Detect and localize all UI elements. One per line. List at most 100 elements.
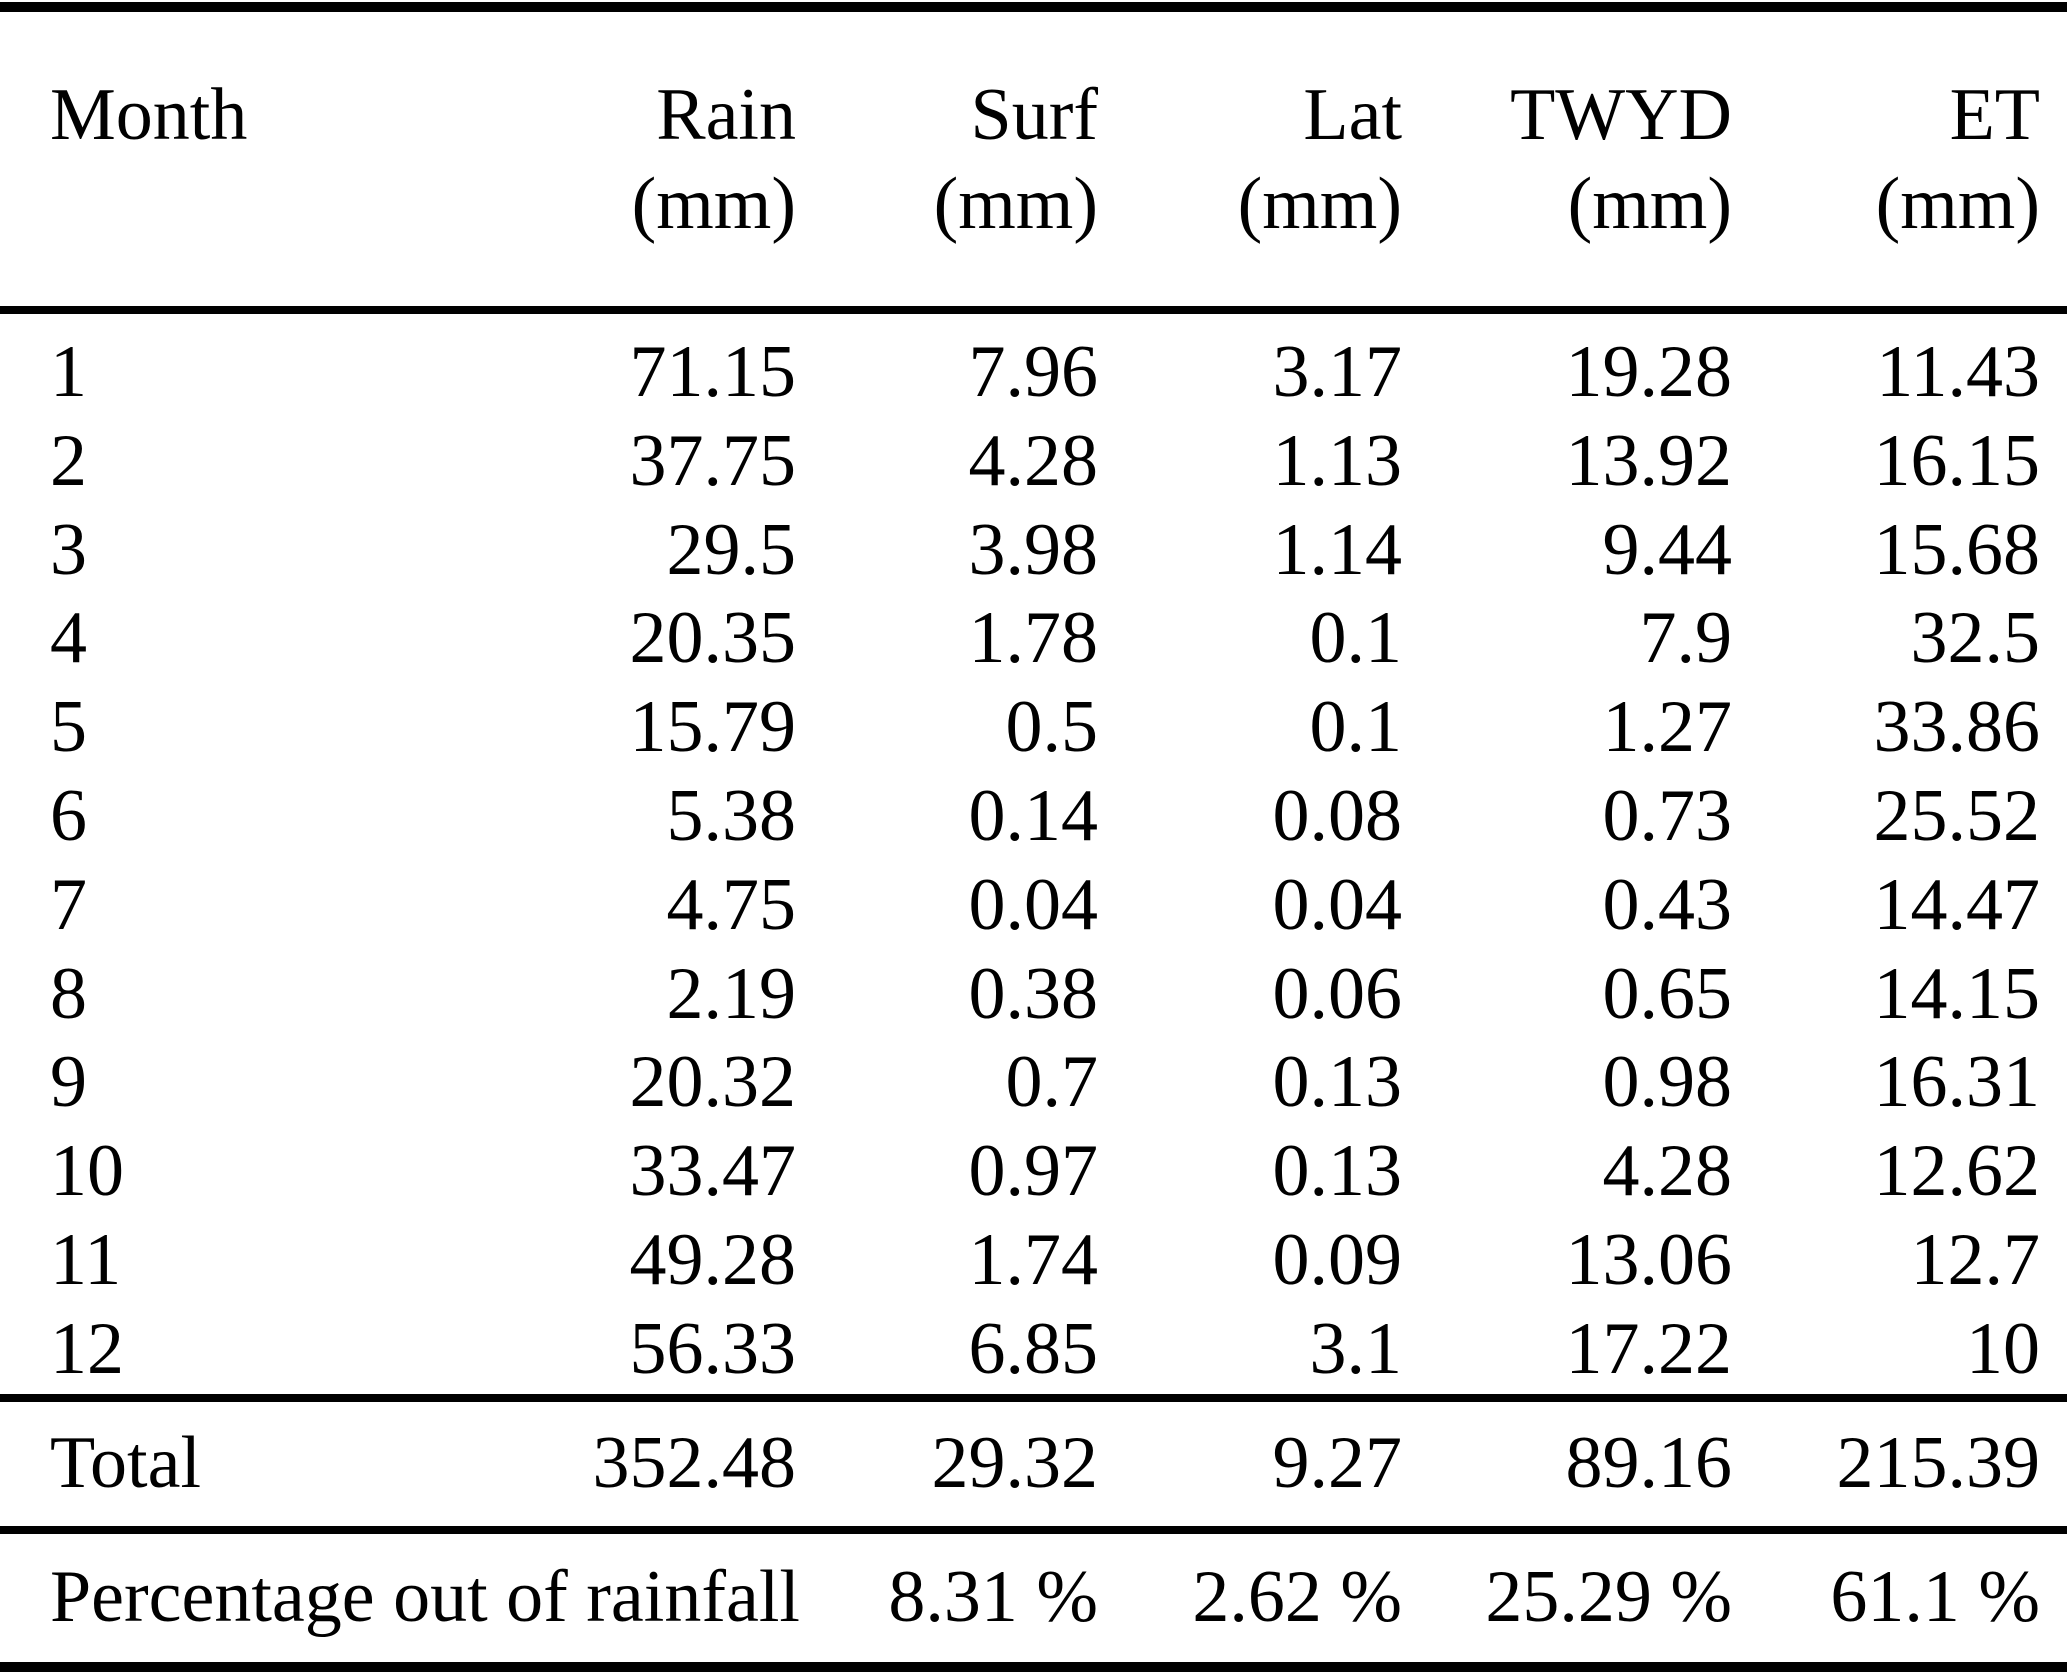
- month-row-10: 10 33.47 0.97 0.13 4.28 12.62: [0, 1127, 2067, 1216]
- column-header-lat: Lat: [1303, 74, 1402, 157]
- monthly-rows: 1 71.15 7.96 3.17 19.28 11.43 2 37.75 4.28 1.13 13…: [0, 310, 2067, 1398]
- lat-cell: 0.1: [1309, 686, 1403, 769]
- rain-cell: 5.38: [666, 774, 797, 857]
- rain-cell: 20.35: [629, 597, 797, 680]
- twyd-cell: 13.92: [1565, 419, 1733, 502]
- percentage-et: 61.1 %: [1732, 1525, 2067, 1667]
- et-cell: 12.7: [1910, 1218, 2041, 1301]
- month-cell: 1: [50, 331, 87, 413]
- lat-cell: 0.1: [1309, 597, 1403, 680]
- total-twyd: 89.16: [1402, 1393, 1732, 1530]
- lat-cell: 0.08: [1272, 774, 1403, 857]
- lat-cell: 0.13: [1272, 1130, 1403, 1213]
- month-row-6: 6 5.38 0.14 0.08 0.73 25.52: [0, 772, 2067, 861]
- twyd-cell: 9.44: [1602, 508, 1733, 591]
- unit-twyd: (mm): [1402, 160, 1732, 314]
- total-surf: 29.32: [796, 1393, 1098, 1530]
- column-header-surf: Surf: [970, 74, 1098, 157]
- et-cell: 15.68: [1873, 508, 2041, 591]
- rain-cell: 71.15: [629, 331, 797, 413]
- month-cell: 7: [50, 863, 87, 946]
- surf-cell: 0.97: [968, 1130, 1099, 1213]
- month-cell: 2: [50, 419, 87, 502]
- rain-cell: 2.19: [666, 952, 797, 1035]
- rain-cell: 29.5: [666, 508, 797, 591]
- et-cell: 25.52: [1873, 774, 2041, 857]
- month-row-12: 12 56.33 6.85 3.1 17.22 10: [0, 1305, 2067, 1398]
- et-cell: 14.15: [1873, 952, 2041, 1035]
- month-row-7: 7 4.75 0.04 0.04 0.43 14.47: [0, 861, 2067, 950]
- column-header-twyd: TWYD: [1510, 74, 1732, 157]
- unit-rain: (mm): [360, 160, 796, 314]
- month-cell: 8: [50, 952, 87, 1035]
- et-cell: 16.15: [1873, 419, 2041, 502]
- et-cell: 14.47: [1873, 863, 2041, 946]
- month-row-1: 1 71.15 7.96 3.17 19.28 11.43: [0, 310, 2067, 417]
- twyd-cell: 7.9: [1639, 597, 1733, 680]
- month-cell: 6: [50, 774, 87, 857]
- surf-cell: 4.28: [968, 419, 1099, 502]
- et-cell: 32.5: [1910, 597, 2041, 680]
- month-cell: 12: [50, 1307, 124, 1390]
- unit-month: [0, 160, 360, 314]
- month-row-3: 3 29.5 3.98 1.14 9.44 15.68: [0, 506, 2067, 595]
- lat-cell: 0.09: [1272, 1218, 1403, 1301]
- lat-cell: 3.17: [1272, 331, 1403, 413]
- month-cell: 10: [50, 1130, 124, 1213]
- table-header: Month Rain Surf Lat TWYD ET (mm) (mm) (m…: [0, 7, 2067, 314]
- twyd-cell: 13.06: [1565, 1218, 1733, 1301]
- surf-cell: 1.74: [968, 1218, 1099, 1301]
- twyd-cell: 0.73: [1602, 774, 1733, 857]
- lat-cell: 1.13: [1272, 419, 1403, 502]
- surf-cell: 6.85: [968, 1307, 1099, 1390]
- percentage-row: Percentage out of rainfall 8.31 % 2.62 %…: [0, 1525, 2067, 1667]
- surf-cell: 0.38: [968, 952, 1099, 1035]
- month-cell: 3: [50, 508, 87, 591]
- column-header-rain: Rain: [656, 74, 796, 157]
- total-rain: 352.48: [360, 1393, 796, 1530]
- lat-cell: 0.06: [1272, 952, 1403, 1035]
- twyd-cell: 1.27: [1602, 686, 1733, 769]
- percentage-surf: 8.31 %: [796, 1525, 1098, 1667]
- lat-cell: 0.04: [1272, 863, 1403, 946]
- lat-cell: 3.1: [1309, 1307, 1403, 1390]
- surf-cell: 1.78: [968, 597, 1099, 680]
- month-row-2: 2 37.75 4.28 1.13 13.92 16.15: [0, 417, 2067, 506]
- twyd-cell: 17.22: [1565, 1307, 1733, 1390]
- rain-cell: 15.79: [629, 686, 797, 769]
- month-cell: 11: [50, 1218, 122, 1301]
- month-cell: 5: [50, 686, 87, 769]
- month-cell: 9: [50, 1041, 87, 1124]
- et-cell: 11.43: [1876, 331, 2040, 413]
- total-label: Total: [0, 1393, 360, 1530]
- surf-cell: 0.7: [1005, 1041, 1099, 1124]
- total-lat: 9.27: [1098, 1393, 1402, 1530]
- percentage-twyd: 25.29 %: [1402, 1525, 1732, 1667]
- summary-section: Total 352.48 29.32 9.27 89.16 215.39 Per…: [0, 1393, 2067, 1667]
- surf-cell: 0.5: [1005, 686, 1099, 769]
- month-row-11: 11 49.28 1.74 0.09 13.06 12.7: [0, 1216, 2067, 1305]
- et-cell: 16.31: [1873, 1041, 2041, 1124]
- unit-lat: (mm): [1098, 160, 1402, 314]
- rain-cell: 20.32: [629, 1041, 797, 1124]
- unit-surf: (mm): [796, 160, 1098, 314]
- twyd-cell: 19.28: [1565, 331, 1733, 413]
- twyd-cell: 4.28: [1602, 1130, 1733, 1213]
- month-row-8: 8 2.19 0.38 0.06 0.65 14.15: [0, 950, 2067, 1039]
- month-row-5: 5 15.79 0.5 0.1 1.27 33.86: [0, 683, 2067, 772]
- header-unit-row: (mm) (mm) (mm) (mm) (mm): [0, 160, 2067, 314]
- surf-cell: 0.04: [968, 863, 1099, 946]
- surf-cell: 3.98: [968, 508, 1099, 591]
- et-cell: 10: [1966, 1307, 2040, 1390]
- twyd-cell: 0.65: [1602, 952, 1733, 1035]
- lat-cell: 0.13: [1272, 1041, 1403, 1124]
- surf-cell: 7.96: [968, 331, 1099, 413]
- total-et: 215.39: [1732, 1393, 2067, 1530]
- unit-et: (mm): [1732, 160, 2067, 314]
- month-cell: 4: [50, 597, 87, 680]
- month-row-9: 9 20.32 0.7 0.13 0.98 16.31: [0, 1038, 2067, 1127]
- total-row: Total 352.48 29.32 9.27 89.16 215.39: [0, 1393, 2067, 1530]
- month-row-4: 4 20.35 1.78 0.1 7.9 32.5: [0, 594, 2067, 683]
- rain-cell: 37.75: [629, 419, 797, 502]
